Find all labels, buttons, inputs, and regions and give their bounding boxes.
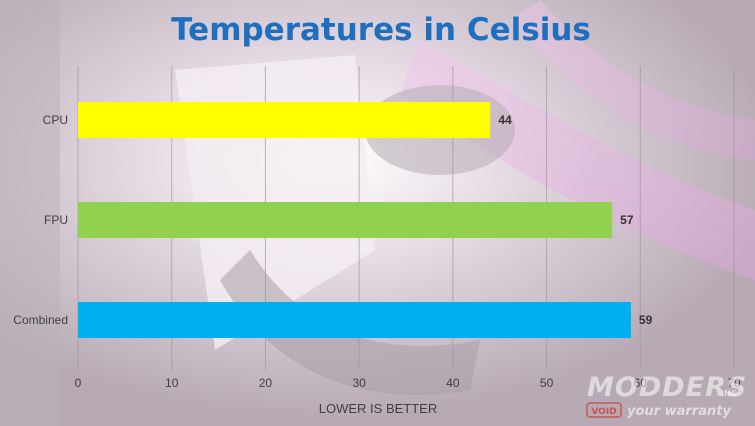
data-label: 57 (620, 213, 634, 227)
chart-title: Temperatures in Celsius (171, 12, 591, 48)
modders-inc-logo: MODDERS INC VOID your warranty (586, 372, 745, 419)
x-axis-ticks: 0 10 20 30 40 50 60 70 (75, 376, 741, 390)
y-axis-categories: CPU FPU Combined (13, 113, 68, 327)
x-tick-label: 70 (727, 376, 741, 390)
data-label: 44 (498, 113, 512, 127)
x-tick-label: 50 (540, 376, 554, 390)
category-label: Combined (13, 313, 68, 327)
category-label: CPU (43, 113, 68, 127)
bar-combined (78, 302, 631, 338)
svg-text:VOID: VOID (591, 407, 616, 417)
x-tick-label: 40 (446, 376, 460, 390)
bar-fpu (78, 202, 613, 238)
svg-text:INC: INC (721, 389, 737, 398)
x-tick-label: 20 (259, 376, 273, 390)
data-label: 59 (639, 313, 653, 327)
svg-text:your warranty: your warranty (627, 404, 731, 419)
x-axis-title: LOWER IS BETTER (319, 401, 437, 416)
bar-cpu (78, 102, 491, 138)
bars: 44 57 59 (78, 102, 653, 338)
x-tick-label: 60 (634, 376, 648, 390)
x-tick-label: 0 (75, 376, 82, 390)
svg-text:MODDERS: MODDERS (587, 372, 745, 403)
x-tick-label: 10 (165, 376, 179, 390)
category-label: FPU (44, 213, 68, 227)
x-tick-label: 30 (352, 376, 366, 390)
